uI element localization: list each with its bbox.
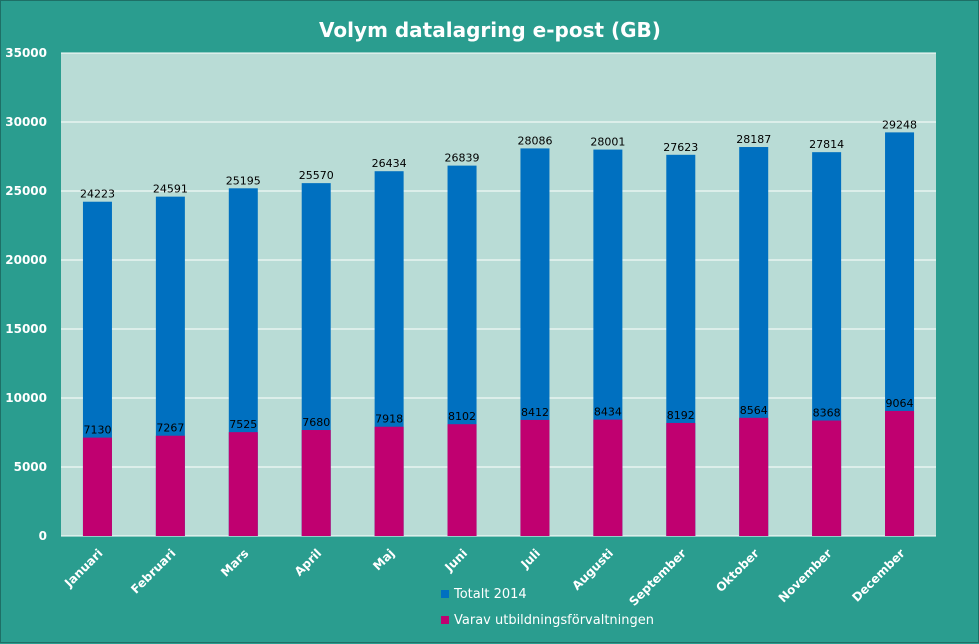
data-label-total: 28001: [590, 136, 625, 149]
x-tick-label: December: [849, 546, 907, 604]
y-tick-label: 35000: [5, 46, 47, 60]
data-label-total: 26434: [372, 157, 407, 170]
bar-subset: [739, 417, 769, 536]
x-tick-label: September: [626, 546, 689, 609]
bar-subset: [82, 437, 112, 536]
gridlines: [61, 52, 936, 537]
legend-label: Varav utbildningsförvaltningen: [454, 613, 654, 628]
bar-subset: [301, 430, 331, 536]
data-label-subset: 9064: [886, 397, 914, 410]
data-label-subset: 8412: [521, 406, 549, 419]
y-tick-label: 25000: [5, 184, 47, 198]
data-label-total: 27623: [663, 141, 698, 154]
chart-title: Volym datalagring e-post (GB): [319, 18, 661, 42]
x-tick-label: April: [292, 546, 325, 579]
x-tick-label: Juli: [517, 546, 543, 572]
data-label-total: 24223: [80, 188, 115, 201]
data-label-subset: 8192: [667, 409, 695, 422]
bar-subset: [812, 420, 842, 536]
x-tick-label: Juni: [441, 546, 470, 575]
data-label-subset: 7525: [229, 418, 257, 431]
x-tick-label: Maj: [370, 546, 397, 573]
legend-swatch: [441, 616, 449, 624]
data-label-total: 26839: [445, 152, 480, 165]
y-tick-label: 0: [39, 529, 47, 543]
data-label-total: 29248: [882, 118, 917, 131]
legend-swatch: [441, 590, 449, 598]
bars: [82, 132, 915, 537]
x-tick-label: November: [776, 546, 835, 605]
bar-subset: [228, 432, 258, 536]
y-tick-label: 30000: [5, 115, 47, 129]
x-tick-label: Augusti: [569, 546, 616, 593]
bar-subset: [374, 426, 404, 536]
data-label-total: 25195: [226, 174, 261, 187]
y-tick-label: 15000: [5, 322, 47, 336]
y-axis-ticks: 0 5000 10000 15000 20000 25000 30000 35000: [5, 46, 47, 543]
data-label-subset: 7130: [83, 424, 111, 437]
x-tick-label: Januari: [61, 546, 105, 590]
bar-subset: [666, 422, 696, 536]
data-label-subset: 7267: [156, 422, 184, 435]
y-tick-label: 10000: [5, 391, 47, 405]
bar-subset: [520, 419, 550, 536]
bar-subset: [155, 435, 185, 536]
data-label-total: 28086: [517, 134, 552, 147]
x-tick-label: Mars: [218, 546, 251, 579]
data-label-subset: 8564: [740, 404, 768, 417]
legend-label: Totalt 2014: [453, 587, 527, 602]
x-tick-label: Februari: [128, 546, 178, 596]
y-tick-label: 20000: [5, 253, 47, 267]
bar-subset: [885, 410, 915, 536]
bar-subset: [447, 424, 477, 536]
data-label-total: 28187: [736, 133, 771, 146]
data-labels: 24223 7130 24591 7267 25195 7525 25570 7680 2643…: [80, 118, 917, 436]
data-label-subset: 8102: [448, 410, 476, 423]
data-label-subset: 8368: [813, 407, 841, 420]
plot-area: [61, 53, 936, 536]
bar-subset: [593, 419, 623, 536]
data-label-subset: 8434: [594, 406, 622, 419]
x-tick-label: Oktober: [713, 546, 762, 595]
legend: Totalt 2014 Varav utbildningsförvaltninge…: [441, 587, 654, 628]
data-label-total: 25570: [299, 169, 334, 182]
data-label-total: 27814: [809, 138, 844, 151]
data-label-total: 24591: [153, 183, 188, 196]
y-tick-label: 5000: [14, 460, 47, 474]
data-label-subset: 7918: [375, 413, 403, 426]
data-label-subset: 7680: [302, 416, 330, 429]
